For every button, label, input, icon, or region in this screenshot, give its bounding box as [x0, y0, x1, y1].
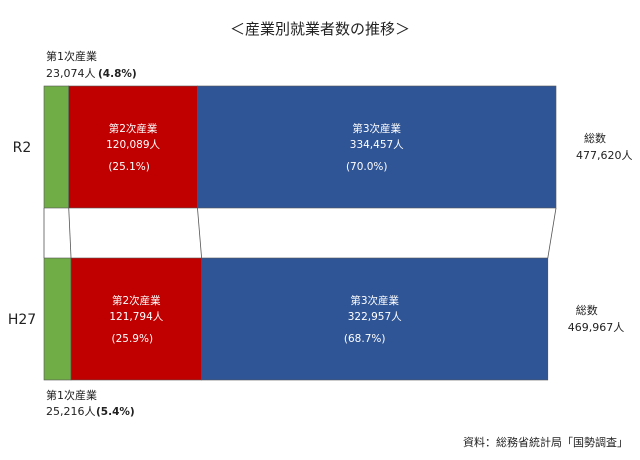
bar-r2-series-3 — [197, 85, 557, 209]
chart-title: ＜産業別就業者数の推移＞ — [230, 20, 410, 38]
bar-label-value: 322,957人 — [348, 311, 402, 323]
bar-label-percent: (25.9%) — [112, 333, 154, 345]
bar-h27-series-3 — [201, 257, 549, 381]
category-label-r2: R2 — [13, 140, 32, 156]
bar-label-percent: (70.0%) — [346, 161, 388, 173]
bar-label-value: 121,794人 — [109, 311, 163, 323]
series1-label-r2-value: 23,074人 — [46, 67, 96, 80]
connector-line — [547, 207, 557, 259]
total-label: 総数 — [584, 131, 606, 145]
bar-label-name: 第2次産業 — [112, 294, 161, 307]
series1-label-r2-percent: (4.8%) — [98, 68, 137, 80]
total-label: 総数 — [576, 303, 598, 317]
bar-r2-series-2 — [68, 85, 198, 209]
total-value: 469,967人 — [568, 321, 625, 334]
bar-h27-series-1 — [43, 257, 72, 381]
bar-label-value: 334,457人 — [350, 139, 404, 151]
series1-label-h27-value: 25,216人 — [46, 405, 96, 418]
bar-label-name: 第2次産業 — [109, 122, 158, 135]
total-value: 477,620人 — [576, 149, 633, 162]
connector-line — [68, 207, 72, 259]
category-label-h27: H27 — [8, 312, 36, 328]
bar-label-percent: (68.7%) — [344, 333, 386, 345]
series1-label-h27-percent: (5.4%) — [96, 406, 135, 418]
bar-r2-series-1 — [43, 85, 70, 209]
bar-label-name: 第3次産業 — [350, 294, 399, 307]
series1-label-r2-name: 第1次産業 — [46, 49, 97, 63]
bar-label-percent: (25.1%) — [108, 161, 150, 173]
connector-line — [197, 207, 202, 259]
source-note: 資料：総務省統計局「国勢調査」 — [463, 435, 628, 449]
bar-label-value: 120,089人 — [106, 139, 160, 151]
bar-label-name: 第3次産業 — [352, 122, 401, 135]
bar-h27-series-2 — [70, 257, 202, 381]
series1-label-h27-name: 第1次産業 — [46, 388, 97, 402]
